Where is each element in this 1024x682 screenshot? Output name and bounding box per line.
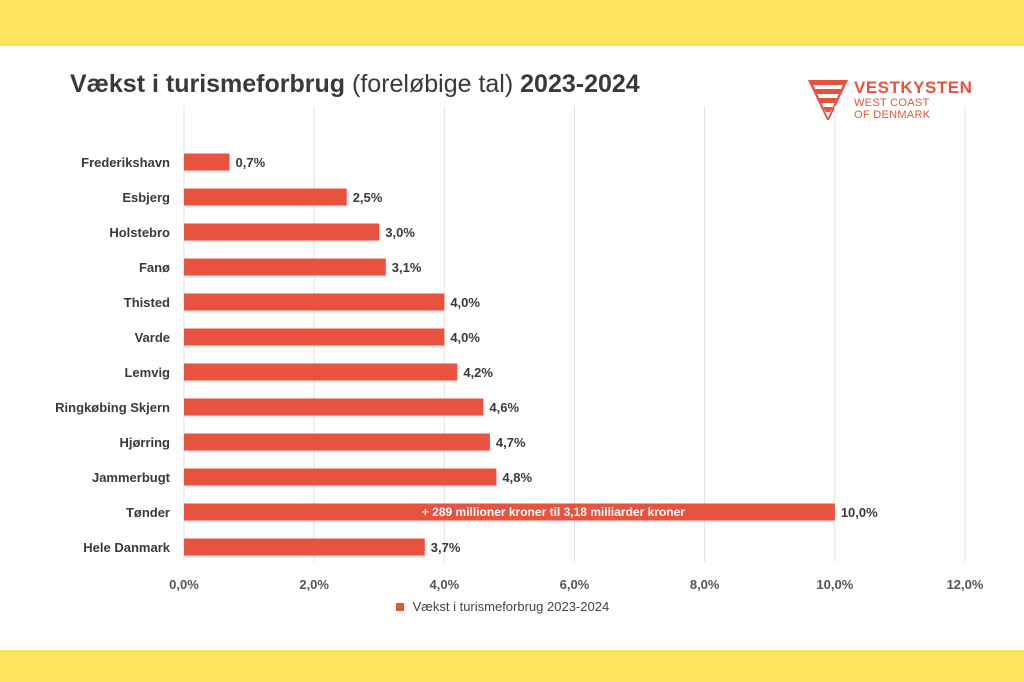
chart-legend: Vækst i turismeforbrug 2023-2024 [396,599,609,614]
data-label: 4,6% [489,400,519,415]
legend-label: Vækst i turismeforbrug 2023-2024 [412,599,610,614]
data-label: 0,7% [236,155,266,170]
x-tick-label: 8,0% [690,577,720,592]
data-label: 4,8% [502,470,532,485]
bar [184,153,230,171]
category-label: Frederikshavn [81,155,170,170]
bar-annotation: + 289 millioner kroner til 3,18 milliard… [422,505,685,519]
data-label: 4,2% [463,365,493,380]
data-label: 3,0% [385,225,415,240]
logo-subline-1: WEST COAST [854,97,930,109]
logo-subline-2: OF DENMARK [854,109,931,121]
category-label: Holstebro [109,225,170,240]
data-label: 3,1% [392,260,422,275]
title-main: Vækst i turismeforbrug [70,70,346,98]
bar [184,433,490,451]
bar [184,293,445,311]
x-tick-label: 10,0% [816,577,853,592]
bar [184,188,347,206]
legend-swatch [396,602,404,611]
v-logo-icon [808,80,848,120]
title-period: 2023-2024 [520,70,640,98]
bar [184,363,458,381]
vestkysten-logo: VESTKYSTEN WEST COAST OF DENMARK [808,76,988,122]
bar [184,538,425,556]
x-tick-label: 12,0% [947,577,984,592]
category-label: Hele Danmark [83,540,170,555]
title-qualifier: (foreløbige tal) [352,70,514,98]
category-label: Tønder [126,505,170,520]
x-tick-label: 0,0% [169,577,199,592]
data-label: 4,0% [450,295,480,310]
x-tick-label: 6,0% [560,577,590,592]
data-label: 2,5% [353,190,383,205]
category-label: Lemvig [124,365,170,380]
x-tick-label: 2,0% [299,577,329,592]
x-tick-label: 4,0% [430,577,460,592]
category-label: Esbjerg [122,190,170,205]
chart-card: Vækst i turismeforbrug (foreløbige tal) … [0,46,1024,650]
bar [184,468,497,486]
bar [184,398,484,416]
category-label: Hjørring [119,435,170,450]
data-label: 3,7% [431,540,461,555]
logo-wordmark: VESTKYSTEN [854,78,973,97]
category-label: Fanø [139,260,170,275]
chart-title: Vækst i turismeforbrug (foreløbige tal) … [70,70,640,99]
bar-chart: 0,0% 2,0% 4,0% 6,0% 8,0% 10,0% 12,0% Frederiksh… [55,106,984,592]
bar [184,503,835,521]
data-label: 4,0% [450,330,480,345]
category-label: Jammerbugt [92,470,171,485]
category-label: Thisted [124,295,170,310]
data-label: 4,7% [496,435,526,450]
category-label: Ringkøbing Skjern [55,400,170,415]
data-label: 10,0% [841,505,878,520]
category-label: Varde [135,330,170,345]
bar [184,328,445,346]
bar [184,258,386,276]
bar [184,223,380,241]
